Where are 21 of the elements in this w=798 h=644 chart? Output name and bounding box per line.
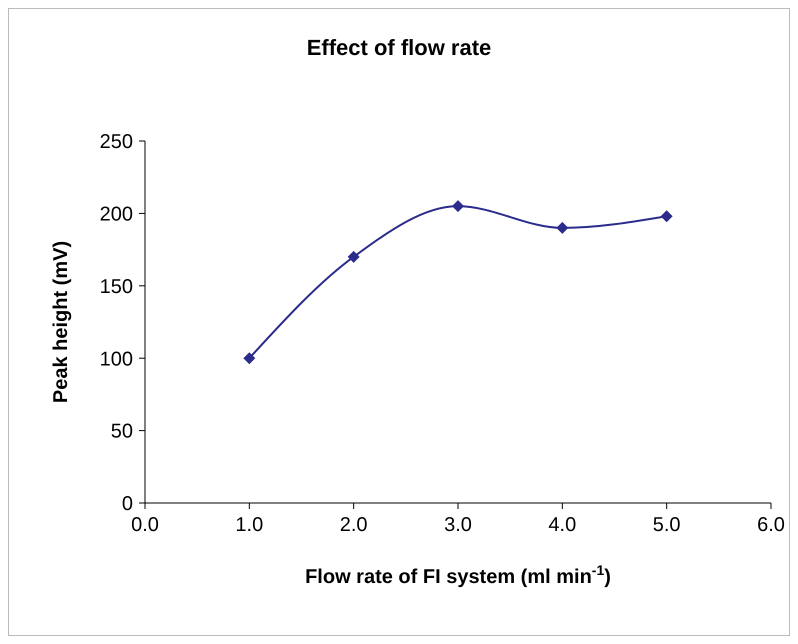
y-tick-label: 150 (100, 276, 133, 298)
x-tick-label: 6.0 (757, 514, 785, 536)
x-tick-label: 2.0 (340, 514, 368, 536)
y-tick-label: 200 (100, 204, 133, 226)
y-tick-label: 100 (100, 348, 133, 370)
y-tick-label: 250 (100, 131, 133, 154)
point (348, 250, 360, 263)
point (556, 222, 568, 234)
chart-title: Effect of flow rate (306, 35, 492, 60)
point (452, 200, 464, 212)
y-tick-label: 0 (122, 493, 133, 516)
x-axis-title: Flow rate of FI system (ml min$^{-1}$) (305, 562, 611, 588)
y-axis-title: Peak height (mV) (50, 240, 72, 404)
x-tick-label: 1.0 (235, 514, 264, 536)
y-tick-label: 50 (110, 420, 133, 443)
point (660, 210, 673, 222)
x-tick-label: 0.0 (131, 514, 159, 536)
x-tick-label: 3.0 (444, 514, 472, 536)
x-tick-label: 4.0 (548, 514, 576, 536)
x-tick-label: 5.0 (652, 514, 681, 536)
point (243, 352, 256, 364)
